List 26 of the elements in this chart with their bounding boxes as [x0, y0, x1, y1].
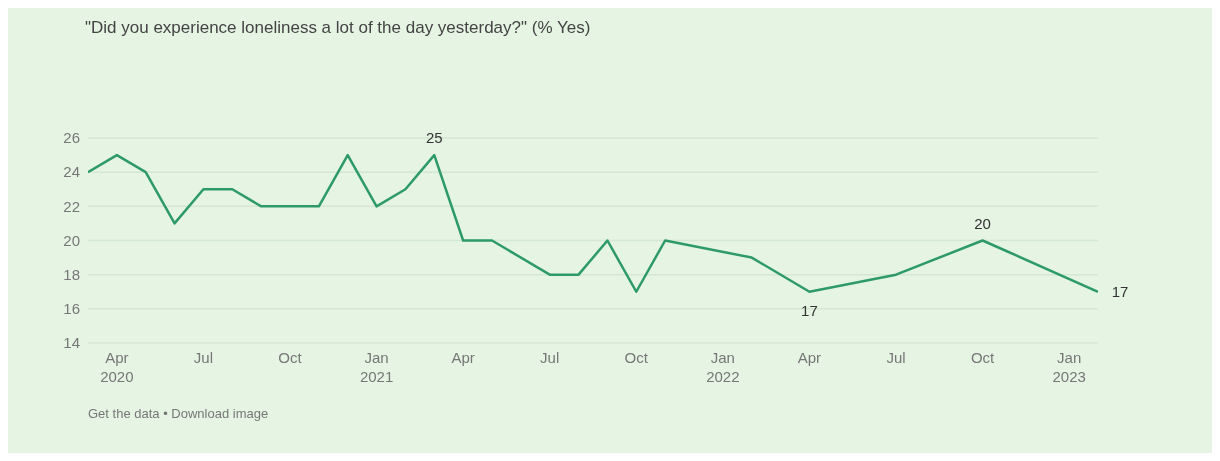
data-label: 17: [1111, 282, 1129, 300]
y-tick-label: 24: [63, 163, 80, 181]
x-tick-label: Oct: [970, 349, 996, 366]
x-tick-label: Jan 2023: [1052, 349, 1086, 385]
x-tick-label: Jan 2021: [359, 349, 394, 385]
y-tick-label: 18: [63, 265, 80, 283]
data-label: 25: [425, 129, 443, 147]
x-tick-label: Jul: [193, 349, 214, 366]
x-tick-label: Apr: [451, 349, 475, 366]
chart-title: "Did you experience loneliness a lot of the day yesterday?" (% Yes): [85, 18, 591, 38]
x-tick-label: Jul: [540, 349, 560, 366]
x-tick-label: Oct: [624, 349, 649, 366]
y-tick-label: 14: [63, 334, 80, 352]
data-label: 17: [801, 301, 818, 319]
x-tick-label: Oct: [278, 349, 303, 366]
y-tick-label: 20: [63, 231, 80, 249]
y-tick-label: 22: [63, 197, 80, 215]
text: Get the data • Download image: [88, 406, 269, 421]
y-tick-label: 16: [63, 300, 80, 318]
x-tick-label: Jan 2022: [706, 349, 740, 385]
line-series: [88, 153, 1098, 293]
y-tick-label: 26: [63, 129, 80, 147]
x-tick-label: Apr: [797, 349, 822, 366]
data-label: 20: [974, 214, 991, 232]
x-tick-label: Apr 2020: [100, 349, 134, 385]
x-tick-label: Jul: [886, 349, 906, 366]
